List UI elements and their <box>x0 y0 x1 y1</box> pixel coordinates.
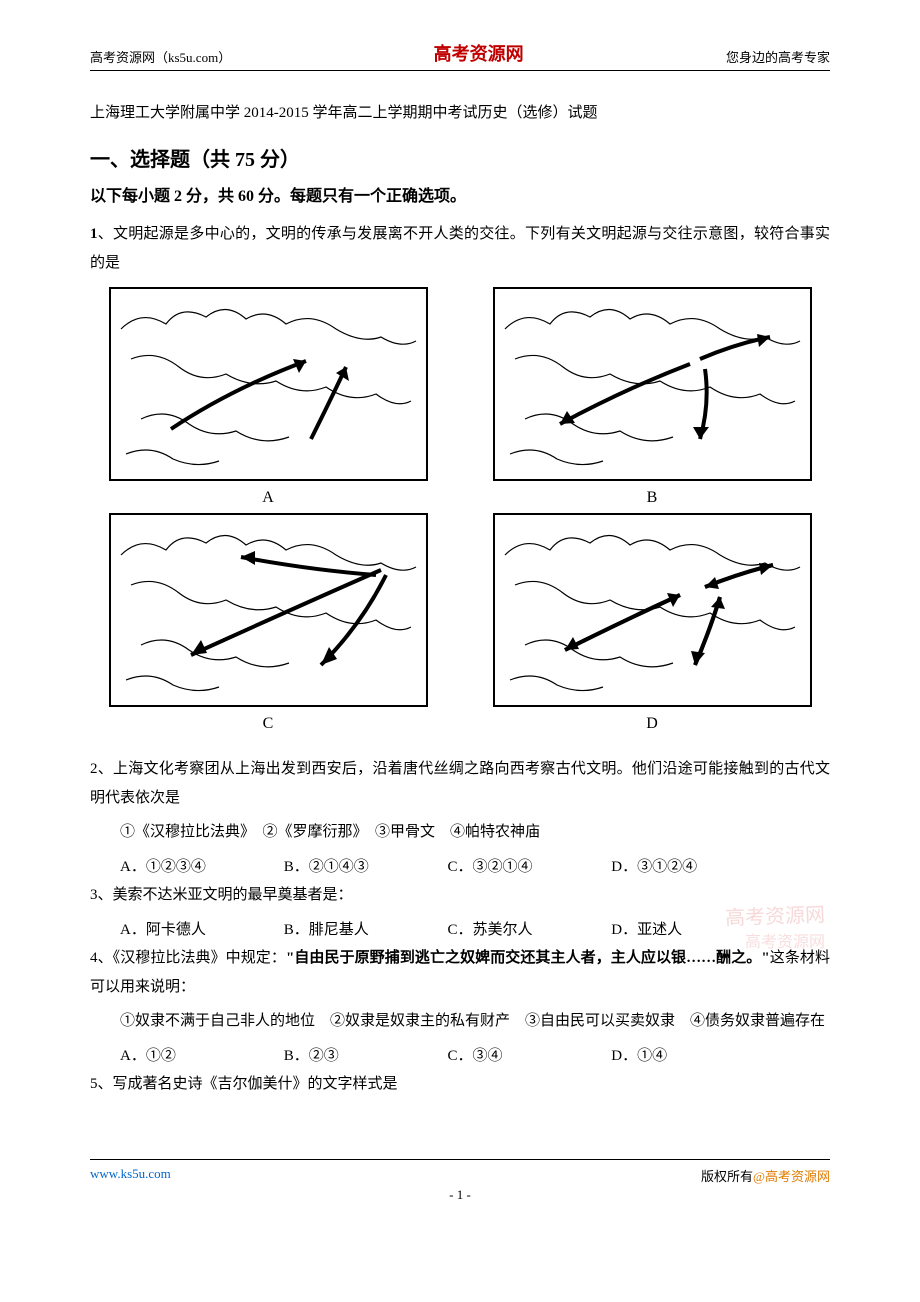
q3-opt-b: B．腓尼基人 <box>284 916 444 945</box>
q3-opt-a: A．阿卡德人 <box>120 916 280 945</box>
q2-opt-d: D．③①②④ <box>611 853 751 882</box>
page-header: 高考资源网（ks5u.com） 高考资源网 您身边的高考专家 <box>90 40 830 71</box>
q4-options: A．①② B．②③ C．③④ D．①④ <box>90 1042 830 1071</box>
q2-opt-a: A．①②③④ <box>120 853 280 882</box>
q4-opt-b: B．②③ <box>284 1042 444 1071</box>
q3-options: A．阿卡德人 B．腓尼基人 C．苏美尔人 D．亚述人 <box>90 916 830 945</box>
map-image-d <box>493 513 812 707</box>
map-image-c <box>109 513 428 707</box>
question-3: 3、美索不达米亚文明的最早奠基者是： <box>90 881 830 910</box>
map-cell-c: C <box>90 513 446 733</box>
map-label-a: A <box>90 489 446 507</box>
footer-right-orange: @高考资源网 <box>753 1169 830 1184</box>
q2-options: A．①②③④ B．②①④③ C．③②①④ D．③①②④ <box>90 853 830 882</box>
question-1: 1、文明起源是多中心的，文明的传承与发展离不开人类的交往。下列有关文明起源与交往… <box>90 220 830 277</box>
q2-opt-c: C．③②①④ <box>448 853 608 882</box>
footer-link[interactable]: www.ks5u.com <box>90 1166 171 1185</box>
map-image-a <box>109 287 428 481</box>
q1-number: 1 <box>90 226 98 242</box>
map-grid: A B <box>90 287 830 733</box>
q4-opt-a: A．①② <box>120 1042 280 1071</box>
header-right: 您身边的高考专家 <box>726 47 830 66</box>
q4-opt-d: D．①④ <box>611 1042 751 1071</box>
map-cell-b: B <box>474 287 830 507</box>
map-label-d: D <box>474 715 830 733</box>
map-cell-a: A <box>90 287 446 507</box>
q3-opt-d: D．亚述人 <box>611 916 751 945</box>
map-cell-d: D <box>474 513 830 733</box>
page-container: 高考资源网（ks5u.com） 高考资源网 您身边的高考专家 上海理工大学附属中… <box>0 0 920 1233</box>
q1-text: 、文明起源是多中心的，文明的传承与发展离不开人类的交往。下列有关文明起源与交往示… <box>90 226 830 271</box>
question-5: 5、写成著名史诗《吉尔伽美什》的文字样式是 <box>90 1070 830 1099</box>
q2-items: ①《汉穆拉比法典》 ②《罗摩衍那》 ③甲骨文 ④帕特农神庙 <box>90 818 830 847</box>
page-footer: www.ks5u.com 版权所有@高考资源网 <box>90 1159 830 1185</box>
exam-title: 上海理工大学附属中学 2014-2015 学年高二上学期期中考试历史（选修）试题 <box>90 101 830 125</box>
footer-right: 版权所有@高考资源网 <box>701 1166 830 1185</box>
question-2: 2、上海文化考察团从上海出发到西安后，沿着唐代丝绸之路向西考察古代文明。他们沿途… <box>90 755 830 812</box>
q3-opt-c: C．苏美尔人 <box>448 916 608 945</box>
q4-opt-c: C．③④ <box>448 1042 608 1071</box>
q4-items: ①奴隶不满于自己非人的地位 ②奴隶是奴隶主的私有财产 ③自由民可以买卖奴隶 ④债… <box>90 1007 830 1036</box>
q4-prefix: 4、《汉穆拉比法典》中规定： <box>90 950 286 966</box>
header-center-logo: 高考资源网 <box>231 40 726 66</box>
page-number: - 1 - <box>90 1187 830 1203</box>
q4-bold: "自由民于原野捕到逃亡之奴婢而交还其主人者，主人应以银……酬之。" <box>286 950 770 966</box>
sub-heading: 以下每小题 2 分，共 60 分。每题只有一个正确选项。 <box>90 182 830 206</box>
section-heading: 一、选择题（共 75 分） <box>90 143 830 172</box>
question-4: 4、《汉穆拉比法典》中规定："自由民于原野捕到逃亡之奴婢而交还其主人者，主人应以… <box>90 944 830 1001</box>
map-label-c: C <box>90 715 446 733</box>
map-image-b <box>493 287 812 481</box>
q2-opt-b: B．②①④③ <box>284 853 444 882</box>
map-label-b: B <box>474 489 830 507</box>
footer-right-plain: 版权所有 <box>701 1169 753 1184</box>
header-left: 高考资源网（ks5u.com） <box>90 47 231 66</box>
